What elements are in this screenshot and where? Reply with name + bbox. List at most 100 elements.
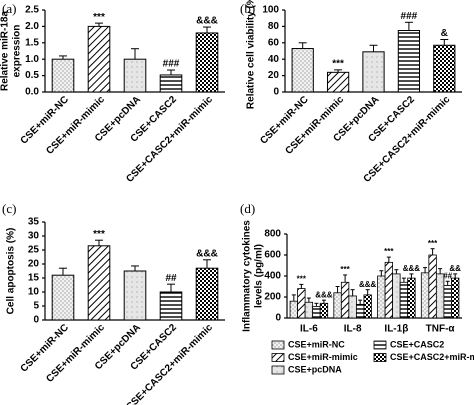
legend-label: CSE+miR-mimic (288, 352, 358, 362)
bar (451, 277, 460, 319)
error-bar (95, 239, 103, 246)
error-bar (409, 273, 414, 279)
y-tick-label: 2.0 (25, 21, 39, 32)
annotation: && (449, 264, 461, 273)
bar (443, 285, 452, 319)
y-tick-label: 0.0 (25, 87, 39, 98)
annotation: *** (297, 275, 307, 284)
annotation: *** (93, 229, 105, 240)
y-axis-title: Relative miR-18a (0, 11, 11, 91)
error-bar (343, 274, 348, 283)
bar (312, 306, 321, 319)
panel-label: (c) (2, 201, 16, 216)
annotation: ### (401, 11, 418, 22)
error-bar (379, 270, 384, 276)
bar (195, 32, 219, 93)
annotation: ### (163, 59, 180, 70)
legend-swatch (271, 340, 285, 350)
annotation: ## (165, 273, 177, 284)
error-bar (401, 277, 406, 283)
y-axis-title: levels (pg/ml) (254, 244, 265, 308)
annotation: &&& (196, 248, 218, 259)
annotation: *** (384, 247, 394, 256)
error-bar (334, 69, 343, 73)
legend-label: CSE+miR-NC (288, 339, 345, 349)
panel-label: (d) (240, 201, 255, 216)
y-axis-title: Inflammatory cytokines (242, 220, 253, 332)
x-tick-label: TNF-α (426, 324, 456, 335)
bar (159, 291, 183, 321)
error-bar (445, 280, 450, 286)
y-axis-title: Relative cell viability (%) (246, 0, 257, 109)
error-bar (291, 294, 296, 302)
y-tick-label: 800 (264, 229, 281, 240)
error-bar (203, 259, 211, 269)
error-bar (167, 283, 175, 292)
y-tick-label: 2.5 (25, 5, 39, 16)
bar (348, 295, 357, 319)
error-bar (131, 48, 139, 60)
y-tick-label: 10 (28, 287, 40, 298)
y-tick-label: 35 (28, 217, 40, 228)
bar (304, 301, 314, 319)
legend-label: CSE+CASC2+miR-mimic (390, 352, 474, 362)
bar (407, 277, 416, 319)
y-tick-label: 0 (273, 87, 279, 98)
panel-label: (a) (2, 1, 16, 16)
x-tick-label: IL-8 (344, 324, 362, 335)
error-bar (131, 265, 139, 271)
annotation: *** (428, 239, 438, 248)
annotation: *** (93, 12, 105, 23)
y-tick-label: 15 (28, 273, 40, 284)
bar (428, 254, 437, 319)
error-bar (423, 267, 428, 273)
bar (420, 272, 430, 319)
legend-swatch (271, 365, 285, 375)
bar (363, 294, 372, 319)
error-bar (438, 268, 443, 274)
bar (123, 270, 147, 321)
bar (377, 275, 386, 319)
y-tick-label: 40 (268, 54, 280, 65)
y-tick-label: 30 (28, 231, 40, 242)
legend-label: CSE+pcDNA (288, 364, 342, 374)
error-bar (350, 289, 355, 296)
annotation: &&& (403, 264, 421, 273)
x-tick-label: IL-6 (300, 324, 318, 335)
bar (392, 273, 401, 319)
bar (326, 71, 350, 93)
y-tick-label: 0 (275, 313, 281, 324)
bar (384, 261, 394, 319)
error-bar (299, 283, 304, 289)
error-bar (453, 273, 458, 279)
bar (159, 74, 183, 93)
legend-label: CSE+CASC2 (390, 339, 444, 349)
annotation: &&& (359, 280, 377, 289)
error-bar (358, 299, 363, 305)
y-tick-label: 100 (262, 5, 279, 16)
y-tick-label: 1.5 (25, 37, 39, 48)
y-tick-label: 200 (264, 292, 281, 303)
y-tick-label: 400 (264, 271, 281, 282)
y-tick-label: 20 (28, 259, 40, 270)
bar (289, 300, 298, 319)
bar (51, 58, 75, 93)
error-bar (167, 69, 175, 75)
bar (355, 303, 365, 319)
y-tick-label: 600 (264, 250, 281, 261)
bar (87, 245, 111, 321)
y-tick-label: 0 (33, 315, 39, 326)
error-bar (369, 44, 378, 52)
bar (333, 292, 342, 319)
error-bar (95, 22, 103, 27)
y-tick-label: 25 (28, 245, 40, 256)
y-tick-label: 20 (268, 70, 280, 81)
annotation: ## (443, 271, 452, 280)
error-bar (404, 21, 413, 31)
error-bar (306, 297, 311, 303)
legend-swatch (373, 340, 387, 350)
error-bar (59, 267, 67, 276)
error-bar (394, 269, 399, 274)
bar (297, 288, 306, 319)
bar (51, 274, 75, 321)
